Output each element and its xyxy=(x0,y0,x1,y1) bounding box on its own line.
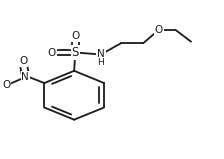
Text: N: N xyxy=(22,72,29,82)
Text: O: O xyxy=(2,80,11,90)
Text: O: O xyxy=(155,25,163,35)
Text: H: H xyxy=(97,59,104,67)
Text: O: O xyxy=(71,31,79,41)
Text: N: N xyxy=(97,49,105,59)
Text: O: O xyxy=(48,48,56,58)
Text: O: O xyxy=(19,56,27,66)
Text: S: S xyxy=(72,46,79,59)
